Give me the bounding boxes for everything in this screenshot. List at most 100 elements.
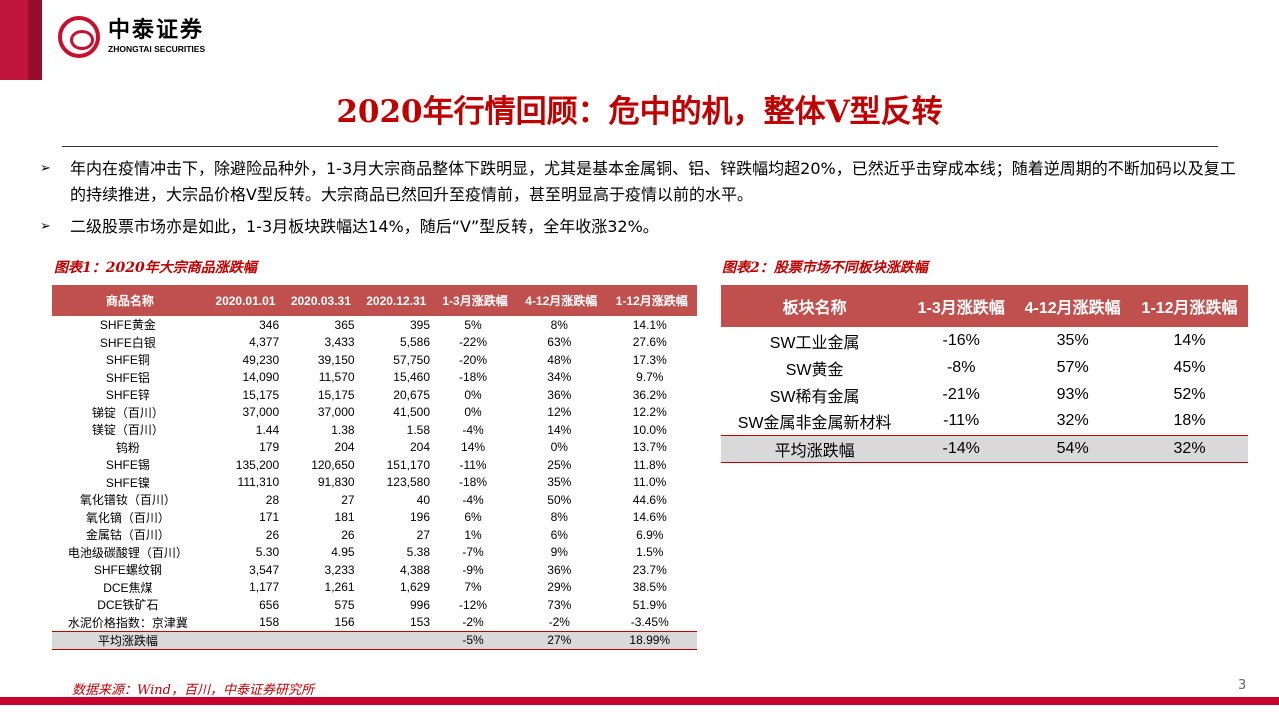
fig1-caption: 图表1：2020年大宗商品涨跌幅 (54, 260, 257, 276)
table-cell: 575 (334, 597, 355, 612)
table-cell: 25% (547, 457, 572, 472)
table-cell: 26 (341, 527, 355, 542)
table-cell: 12.2% (632, 405, 667, 420)
table-cell: 4.95 (331, 545, 355, 560)
table-cell: 0% (464, 405, 482, 420)
table-cell: -22% (459, 335, 488, 350)
table-cell: 3,433 (324, 335, 355, 350)
table-cell: 电池级碳酸锂（百川） (67, 545, 188, 560)
table-cell: 15,175 (317, 387, 355, 402)
table-cell: 49,230 (242, 352, 280, 367)
table-cell: 11.8% (633, 457, 667, 472)
column-header: 板块名称 (721, 285, 909, 327)
table-cell: 17.3% (632, 352, 667, 367)
table-cell: 204 (334, 440, 355, 455)
table-cell: -21% (942, 385, 980, 403)
table-cell: SW金属非金属新材料 (737, 415, 892, 433)
column-header: 1-3月涨跌幅 (434, 285, 517, 316)
table-cell: 8% (550, 510, 568, 525)
table-cell: 7% (464, 580, 482, 595)
table-row: DCE焦煤 1,177 1,261 1,629 7% 29% 38.5% (52, 579, 697, 597)
table-cell: 23.7% (632, 562, 667, 577)
table-cell: 35% (1056, 331, 1089, 349)
table-row: SW金属非金属新材料 -11% 32% 18% (721, 408, 1248, 435)
left-accent-bar-dark (28, 0, 42, 80)
table-cell: -20% (459, 352, 488, 367)
logo-en: ZHONGTAI SECURITIES (108, 44, 206, 54)
table-cell: DCE焦煤 (103, 580, 153, 595)
left-accent-bar (0, 0, 28, 80)
table-cell: 镁锭（百川） (91, 423, 164, 438)
table-cell: 41,500 (393, 405, 430, 420)
table-cell: 111,310 (237, 475, 280, 490)
table-cell: SW黄金 (785, 361, 844, 379)
table-cell: 120,650 (311, 457, 355, 472)
table-cell: 1.5% (636, 545, 664, 560)
bullet-text: 年内在疫情冲击下，除避险品种外，1-3月大宗商品整体下跌明显，尤其是基本金属铜、… (70, 159, 1236, 204)
table-cell: 5.30 (255, 545, 280, 560)
table-cell: 27% (516, 630, 607, 650)
table-cell: 1% (464, 527, 482, 542)
column-header: 4-12月涨跌幅 (516, 285, 607, 316)
table-row: 电池级碳酸锂（百川） 5.30 4.95 5.38 -7% 9% 1.5% (52, 544, 697, 562)
page-number: 3 (1238, 678, 1247, 693)
table-cell: 平均涨跌幅 (52, 630, 208, 650)
table-cell: 12% (547, 405, 572, 420)
table-cell: 3,547 (249, 562, 280, 577)
table-cell: 11.0% (633, 475, 667, 490)
table-cell: 34% (547, 370, 572, 385)
table-cell: 氧化镝（百川） (85, 510, 170, 525)
table-row: SW工业金属 -16% 35% 14% (721, 327, 1248, 354)
table-cell: 204 (409, 440, 430, 455)
data-source: 数据来源：Wind，百川，中泰证券研究所 (72, 683, 314, 698)
table-cell (358, 630, 434, 650)
table-row: DCE铁矿石 656 575 996 -12% 73% 51.9% (52, 596, 697, 614)
table-cell: 14.6% (632, 510, 667, 525)
table-cell: 36% (547, 387, 572, 402)
table-cell: -7% (462, 545, 484, 560)
table-cell: 54% (1014, 434, 1132, 463)
table-row: 氧化镨钕（百川） 28 27 40 -4% 50% 44.6% (52, 491, 697, 509)
table-cell: 金属钴（百川） (85, 528, 170, 543)
table-cell: 氧化镨钕（百川） (79, 493, 176, 508)
arrow-bullet-icon: ➢ (40, 161, 51, 176)
table-cell: 36% (547, 562, 572, 577)
table-cell: 39,150 (317, 352, 355, 367)
logo-cn: 中泰证券 (108, 18, 205, 43)
table-row: SHFE锌 15,175 15,175 20,675 0% 36% 36.2% (52, 386, 697, 404)
table-cell: 14.1% (632, 317, 667, 332)
table-cell: 38.5% (632, 580, 667, 595)
table-cell: 11,570 (318, 370, 355, 385)
table-cell (207, 630, 284, 650)
table-cell: 18% (1173, 412, 1206, 430)
table-cell: SHFE铜 (105, 353, 150, 368)
table-cell: SHFE铝 (105, 370, 150, 385)
title-divider (62, 146, 1218, 147)
table-cell: SHFE锡 (105, 458, 150, 473)
table-cell: 656 (259, 597, 280, 612)
sector-table: 板块名称 1-3月涨跌幅 4-12月涨跌幅 1-12月涨跌幅 SW工业金属 -16% 35%… (721, 285, 1248, 463)
table-cell: 14% (1173, 331, 1206, 349)
bullet-item: ➢ 年内在疫情冲击下，除避险品种外，1-3月大宗商品整体下跌明显，尤其是基本金属铜… (40, 156, 1250, 208)
table-cell: 13.7% (632, 440, 667, 455)
table-cell: -4% (462, 422, 484, 437)
table-cell: 0% (464, 387, 482, 402)
fig2-caption: 图表2：股票市场不同板块涨跌幅 (722, 260, 928, 276)
table-cell: 1.38 (331, 422, 355, 437)
commodity-table: 商品名称 2020.01.01 2020.03.31 2020.12.31 1-3月涨跌… (52, 285, 697, 650)
column-header: 4-12月涨跌幅 (1014, 285, 1132, 327)
column-header: 2020.03.31 (283, 285, 359, 316)
table-cell: -4% (462, 492, 484, 507)
bullet-list: ➢ 年内在疫情冲击下，除避险品种外，1-3月大宗商品整体下跌明显，尤其是基本金属铜… (40, 156, 1250, 246)
table-row: 水泥价格指数：京津冀 158 156 153 -2% -2% -3.45% (52, 614, 697, 632)
table-cell: 1.44 (255, 422, 280, 437)
table-cell: 1,261 (324, 580, 355, 595)
table-cell: -18% (459, 370, 488, 385)
table-cell: DCE铁矿石 (97, 598, 159, 613)
column-header: 1-3月涨跌幅 (908, 285, 1015, 327)
table-cell: 5% (464, 317, 482, 332)
bullet-text: 二级股票市场亦是如此，1-3月板块跌幅达14%，随后“V”型反转，全年收涨32%… (70, 217, 659, 236)
column-header: 1-12月涨跌幅 (1131, 285, 1248, 327)
table-cell: 32% (1056, 412, 1089, 430)
table-cell: 钨粉 (115, 440, 140, 455)
